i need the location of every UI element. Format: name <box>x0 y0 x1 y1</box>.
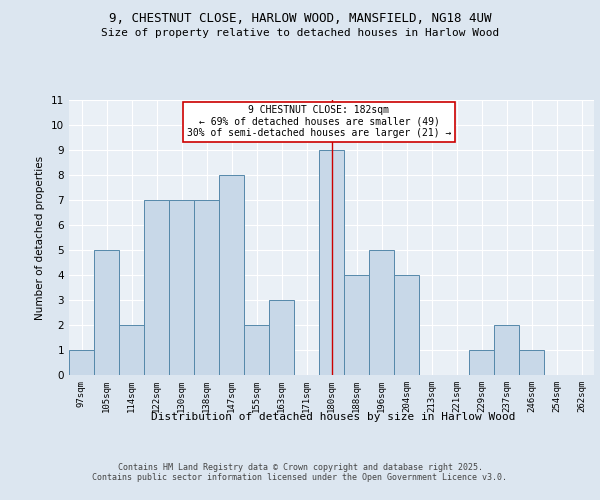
Bar <box>119 325 144 375</box>
Y-axis label: Number of detached properties: Number of detached properties <box>35 156 46 320</box>
Bar <box>319 150 344 375</box>
Bar <box>494 325 519 375</box>
Bar <box>144 200 169 375</box>
Bar <box>94 250 119 375</box>
Bar <box>69 350 94 375</box>
Bar <box>269 300 294 375</box>
Bar <box>469 350 494 375</box>
Bar <box>219 175 244 375</box>
Text: Distribution of detached houses by size in Harlow Wood: Distribution of detached houses by size … <box>151 412 515 422</box>
Text: 9, CHESTNUT CLOSE, HARLOW WOOD, MANSFIELD, NG18 4UW: 9, CHESTNUT CLOSE, HARLOW WOOD, MANSFIEL… <box>109 12 491 26</box>
Bar <box>194 200 219 375</box>
Bar <box>344 275 369 375</box>
Text: Size of property relative to detached houses in Harlow Wood: Size of property relative to detached ho… <box>101 28 499 38</box>
Bar <box>244 325 269 375</box>
Text: 9 CHESTNUT CLOSE: 182sqm
← 69% of detached houses are smaller (49)
30% of semi-d: 9 CHESTNUT CLOSE: 182sqm ← 69% of detach… <box>187 105 451 138</box>
Bar <box>169 200 194 375</box>
Bar <box>394 275 419 375</box>
Text: Contains HM Land Registry data © Crown copyright and database right 2025.
Contai: Contains HM Land Registry data © Crown c… <box>92 463 508 482</box>
Bar <box>519 350 544 375</box>
Bar <box>369 250 394 375</box>
